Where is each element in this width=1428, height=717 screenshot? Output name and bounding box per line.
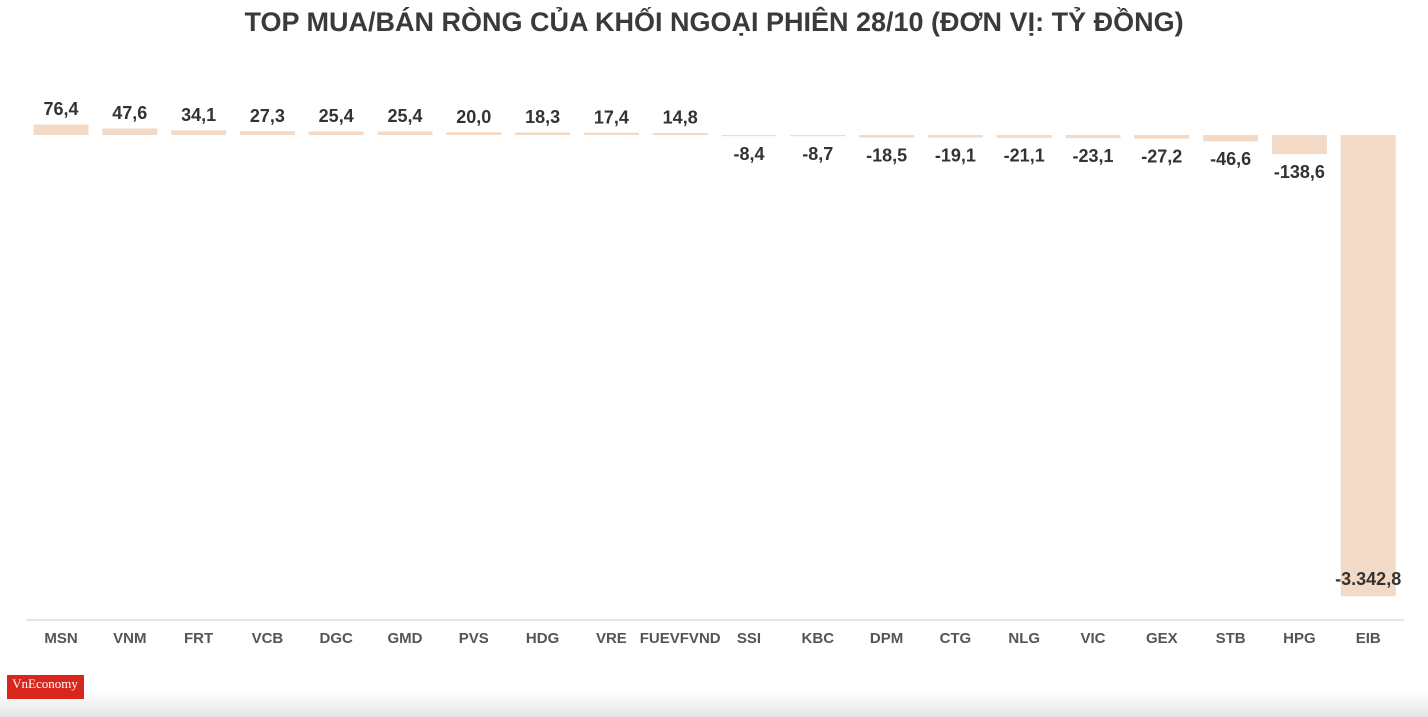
value-label: 76,4	[43, 99, 78, 119]
x-tick-label: VIC	[1080, 630, 1105, 647]
x-tick-label: STB	[1216, 630, 1246, 647]
value-label: -21,1	[1004, 146, 1045, 166]
bar	[308, 131, 364, 135]
x-tick-label: EIB	[1356, 630, 1381, 647]
value-label: -8,4	[733, 144, 764, 164]
bar	[239, 131, 295, 135]
chart-title: TOP MUA/BÁN RÒNG CỦA KHỐI NGOẠI PHIÊN 28…	[244, 5, 1183, 37]
value-label: 14,8	[663, 108, 698, 128]
x-tick-label: SSI	[737, 630, 761, 647]
x-tick-label: PVS	[459, 630, 489, 647]
x-tick-label: GMD	[388, 630, 423, 647]
value-label: 20,0	[456, 107, 491, 127]
x-tick-label: FUEVFVND	[640, 630, 721, 647]
bar	[446, 132, 502, 135]
x-tick-label: VNM	[113, 630, 146, 647]
x-tick-label: DGC	[320, 630, 354, 647]
bar	[790, 135, 846, 137]
value-label: 47,6	[112, 103, 147, 123]
value-label: -3.342,8	[1335, 569, 1401, 589]
value-label: -8,7	[802, 144, 833, 164]
x-tick-label: VRE	[596, 630, 627, 647]
value-label: 34,1	[181, 105, 216, 125]
x-tick-label: HDG	[526, 630, 559, 647]
bar	[996, 135, 1052, 138]
footer-shade	[0, 690, 1428, 717]
value-label: 27,3	[250, 106, 285, 126]
value-label: 17,4	[594, 107, 629, 127]
value-label: -138,6	[1274, 162, 1325, 182]
x-tick-label: CTG	[940, 630, 972, 647]
bar	[1340, 135, 1396, 597]
value-label: -18,5	[866, 145, 907, 165]
bar	[721, 135, 777, 137]
x-tick-label: KBC	[802, 630, 835, 647]
x-tick-label: GEX	[1146, 630, 1178, 647]
bar	[171, 130, 227, 135]
bar	[583, 132, 639, 135]
bar	[33, 124, 89, 135]
bar	[377, 131, 433, 135]
bar	[859, 135, 915, 138]
bar	[1271, 135, 1327, 155]
value-label: 18,3	[525, 107, 560, 127]
value-label: -23,1	[1072, 146, 1113, 166]
value-label: 25,4	[387, 106, 422, 126]
x-tick-label: NLG	[1008, 630, 1040, 647]
value-label: -19,1	[935, 145, 976, 165]
value-label: 25,4	[319, 106, 354, 126]
logo-box	[7, 675, 84, 699]
x-tick-label: VCB	[252, 630, 284, 647]
bar	[1065, 135, 1121, 139]
x-tick-label: MSN	[44, 630, 77, 647]
x-tick-label: FRT	[184, 630, 213, 647]
logo: VnEconomy	[12, 676, 78, 691]
bar	[1134, 135, 1190, 139]
bar	[102, 128, 158, 135]
bar	[1203, 135, 1259, 142]
bar	[927, 135, 983, 138]
bar	[515, 132, 571, 135]
value-label: -27,2	[1141, 147, 1182, 167]
bar	[652, 132, 708, 135]
x-tick-label: DPM	[870, 630, 903, 647]
x-tick-label: HPG	[1283, 630, 1316, 647]
value-label: -46,6	[1210, 149, 1251, 169]
